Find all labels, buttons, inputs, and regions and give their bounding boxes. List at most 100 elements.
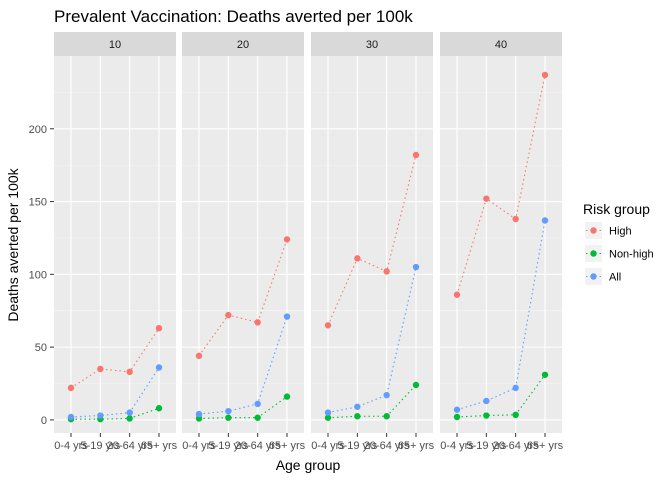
- facet-strip-label: 40: [495, 39, 507, 51]
- data-point-high: [324, 322, 332, 329]
- data-point-high: [155, 324, 163, 332]
- x-tick-label: 5-19 yrs: [80, 440, 120, 452]
- data-point-high: [512, 215, 519, 223]
- y-axis-title: Deaths averted per 100k: [5, 167, 21, 321]
- x-tick-label: 65+ yrs: [527, 440, 564, 452]
- data-point-non-high: [283, 393, 291, 400]
- data-point-non-high: [155, 405, 163, 412]
- legend-label: All: [609, 272, 621, 284]
- x-axis-title: Age group: [276, 457, 341, 473]
- facet-strip: [182, 32, 304, 56]
- legend-label: Non-high: [609, 249, 654, 261]
- x-tick-label: 0-4 yrs: [182, 440, 216, 452]
- x-tick-label: 0-4 yrs: [440, 440, 474, 452]
- data-point-all: [254, 400, 261, 408]
- data-point-all: [541, 217, 549, 224]
- series-line-non-high: [71, 407, 160, 420]
- facet-strip: [54, 32, 176, 56]
- data-point-high: [67, 384, 75, 392]
- facet-strip: [311, 32, 433, 56]
- x-tick-label: 5-19 yrs: [466, 440, 506, 452]
- data-point-all: [283, 313, 291, 320]
- x-tick-label: 5-19 yrs: [337, 440, 377, 452]
- y-tick-label: 50: [35, 342, 47, 354]
- panel-background: [54, 56, 176, 433]
- series-line-non-high: [198, 396, 288, 419]
- data-point-non-high: [483, 412, 490, 419]
- data-point-high: [126, 368, 133, 376]
- series-line-high: [327, 154, 417, 326]
- data-point-all: [512, 384, 519, 392]
- data-point-non-high: [512, 411, 519, 419]
- y-tick-label: 150: [29, 197, 47, 209]
- data-point-non-high: [412, 381, 420, 389]
- data-point-high: [254, 319, 261, 326]
- data-point-non-high: [541, 371, 549, 378]
- y-tick-label: 0: [41, 415, 47, 427]
- data-point-high: [283, 236, 291, 243]
- legend-entry-non-high: Non-high: [585, 245, 654, 262]
- chart-title: Prevalent Vaccination: Deaths averted pe…: [54, 7, 413, 26]
- facet-strip-label: 20: [237, 39, 249, 51]
- data-point-high: [354, 255, 361, 262]
- legend-title: Risk group: [583, 201, 650, 217]
- data-point-high: [97, 365, 104, 373]
- series-line-all: [70, 367, 160, 418]
- legend-entry-high: High: [585, 222, 632, 239]
- data-point-all: [155, 364, 163, 371]
- data-point-non-high: [383, 413, 390, 420]
- data-point-high: [195, 352, 203, 360]
- facet-strip: [440, 32, 562, 56]
- legend-key-point: [590, 273, 597, 280]
- data-point-high: [483, 195, 490, 202]
- series-line-high: [70, 327, 160, 389]
- x-tick-label: 0-4 yrs: [311, 440, 345, 452]
- data-point-all: [383, 391, 390, 399]
- x-tick-label: 0-4 yrs: [54, 440, 88, 452]
- y-tick-label: 100: [29, 269, 47, 281]
- data-point-all: [324, 409, 332, 416]
- data-point-all: [453, 406, 461, 413]
- panel-background: [311, 56, 433, 433]
- x-tick-label: 65+ yrs: [398, 440, 435, 452]
- x-tick-label: 65+ yrs: [269, 440, 306, 452]
- data-point-high: [412, 151, 420, 159]
- data-point-all: [67, 413, 75, 421]
- x-tick-label: 20-64 yrs: [364, 440, 410, 452]
- data-point-high: [541, 71, 549, 79]
- legend-key-point: [590, 250, 597, 257]
- panel-background: [440, 56, 562, 433]
- legend: Risk group High Non-high All: [583, 201, 654, 285]
- x-tick-label: 5-19 yrs: [208, 440, 248, 452]
- data-point-non-high: [324, 414, 332, 421]
- data-point-all: [412, 263, 420, 271]
- x-tick-label: 20-64 yrs: [107, 440, 153, 452]
- series-line-non-high: [456, 374, 546, 418]
- series-line-all: [327, 266, 417, 414]
- x-tick-label: 20-64 yrs: [493, 440, 539, 452]
- data-point-all: [126, 409, 133, 416]
- data-point-all: [483, 397, 490, 405]
- x-tick-label: 65+ yrs: [141, 440, 178, 452]
- legend-key-point: [590, 227, 597, 234]
- panel-background: [182, 56, 304, 433]
- data-point-non-high: [225, 414, 232, 421]
- data-point-high: [453, 291, 461, 298]
- data-point-non-high: [453, 413, 461, 421]
- data-point-all: [195, 410, 203, 418]
- data-point-all: [97, 412, 104, 419]
- data-point-all: [354, 403, 361, 410]
- data-point-non-high: [126, 415, 133, 422]
- series-line-high: [456, 74, 546, 295]
- facet-strip-label: 30: [366, 39, 378, 51]
- series-line-all: [198, 316, 288, 415]
- legend-label: High: [609, 226, 632, 238]
- data-point-non-high: [354, 413, 361, 420]
- x-tick-label: 20-64 yrs: [235, 440, 281, 452]
